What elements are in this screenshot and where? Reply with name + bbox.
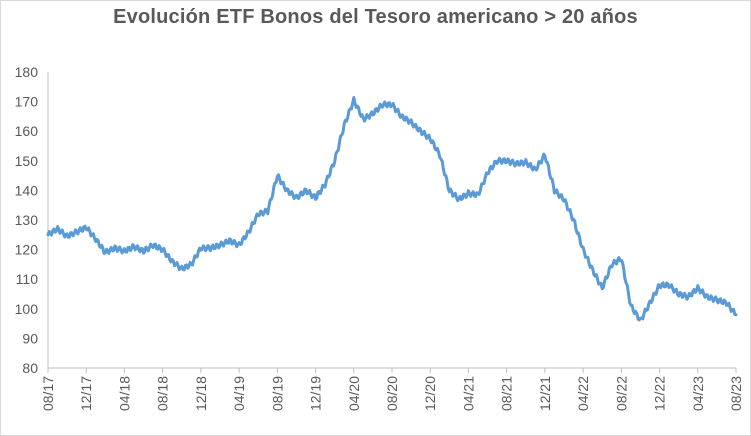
y-tick-label: 170 — [15, 94, 39, 110]
chart-title: Evolución ETF Bonos del Tesoro americano… — [113, 6, 638, 28]
x-tick-labels: 08/17 12/17 04/18 08/18 12/18 04/19 08/19 12/19… — [40, 376, 744, 411]
x-tick-label: 04/23 — [690, 376, 706, 411]
x-tick-label: 04/18 — [116, 376, 132, 411]
y-tick-label: 100 — [15, 301, 39, 317]
series-line-0 — [46, 96, 738, 322]
x-tick-label: 08/18 — [155, 376, 171, 411]
axes — [47, 72, 737, 373]
x-tick-label: 04/20 — [346, 376, 362, 411]
x-tick-label: 12/20 — [422, 376, 438, 411]
x-tick-label: 12/19 — [308, 376, 324, 411]
x-tick-label: 08/20 — [384, 376, 400, 411]
x-tick-label: 04/19 — [231, 376, 247, 411]
y-tick-label: 110 — [16, 271, 39, 287]
y-tick-label: 140 — [15, 182, 39, 198]
x-tick-label: 08/17 — [40, 376, 56, 411]
y-tick-label: 90 — [22, 330, 38, 346]
series-layer — [46, 96, 738, 322]
y-tick-label: 150 — [15, 153, 39, 169]
y-tick-label: 80 — [22, 360, 38, 376]
x-tick-label: 08/22 — [613, 376, 629, 411]
y-tick-label: 130 — [15, 212, 39, 228]
x-tick-label: 12/18 — [193, 376, 209, 411]
x-tick-label: 12/22 — [652, 376, 668, 411]
y-tick-label: 180 — [15, 64, 39, 80]
x-tick-label: 08/23 — [728, 376, 744, 411]
x-tick-label: 08/19 — [269, 376, 285, 411]
y-tick-labels: 80 90 100 110 120 130 140 150 160 170 180 — [15, 64, 39, 376]
x-tick-label: 12/17 — [78, 376, 94, 411]
x-tick-label: 04/22 — [575, 376, 591, 411]
y-tick-label: 120 — [15, 242, 39, 258]
x-tick-label: 12/21 — [537, 376, 553, 411]
x-tick-label: 04/21 — [460, 376, 476, 411]
y-tick-label: 160 — [15, 123, 39, 139]
x-tick-label: 08/21 — [499, 376, 515, 411]
